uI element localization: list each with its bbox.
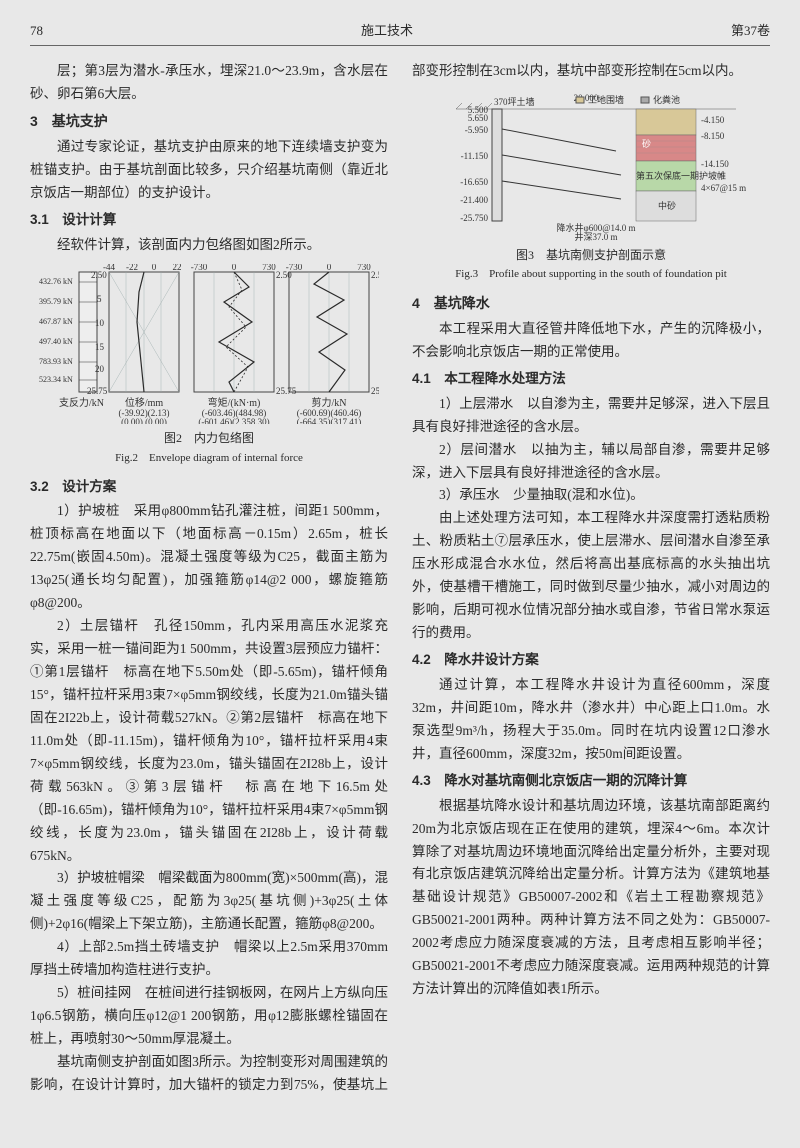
svg-text:2.50: 2.50 [371,270,379,280]
support-profile: 20 000 370坪土墙 5.500 [436,91,746,241]
svg-text:-4.150: -4.150 [701,115,725,125]
svg-text:10: 10 [95,318,105,328]
svg-text:-11.150: -11.150 [461,151,489,161]
svg-text:支反力/kN: 支反力/kN [59,396,104,409]
figure-2-caption-en: Fig.2 Envelope diagram of internal force [30,449,388,468]
list-item: 5）桩间挂网 在桩间进行挂钢板网，在网片上方纵向压1φ6.5钢筋，横向压φ12@… [30,982,388,1051]
svg-text:-22: -22 [126,264,138,272]
paragraph: 经软件计算，该剖面内力包络图如图2所示。 [30,234,388,257]
svg-text:(-664.35)(317.41): (-664.35)(317.41) [297,417,362,424]
svg-text:(-601.46)(2 358.30): (-601.46)(2 358.30) [198,417,269,424]
page-number: 78 [30,20,43,42]
svg-text:工地围墙: 工地围墙 [588,94,624,105]
subsection-heading: 4.1 本工程降水处理方法 [412,368,770,391]
paragraph: 通过专家论证，基坑支护由原来的地下连续墙支护变为桩锚支护。由于基坑剖面比较多，只… [30,136,388,205]
body-columns: 层；第3层为潜水-承压水，埋深21.0～23.9m，含水层在砂、卵石第6大层。 … [30,60,770,1100]
figure-2-caption-cn: 图2 内力包络图 [30,428,388,448]
svg-text:-21.400: -21.400 [460,195,488,205]
figure-3: 20 000 370坪土墙 5.500 [412,91,770,284]
svg-text:4×67@15 m: 4×67@15 m [701,183,746,193]
subsection-heading: 4.2 降水井设计方案 [412,649,770,672]
subsection-heading: 3.2 设计方案 [30,476,388,499]
journal-title: 施工技术 [361,20,413,42]
svg-text:22: 22 [173,264,182,272]
page-header: 78 施工技术 第37卷 [30,20,770,46]
svg-text:467.87 kN: 467.87 kN [39,317,73,326]
svg-text:25.75: 25.75 [276,386,297,396]
figure-3-caption-cn: 图3 基坑南侧支护剖面示意 [412,245,770,265]
svg-text:-730: -730 [286,264,303,272]
figure-3-caption-en: Fig.3 Profile about supporting in the so… [412,265,770,284]
svg-text:432.76 kN: 432.76 kN [39,277,73,286]
svg-text:0: 0 [152,264,157,272]
svg-text:783.93 kN: 783.93 kN [39,357,73,366]
list-item: 3）承压水 少量抽取(混和水位)。 [412,484,770,507]
svg-text:化粪池: 化粪池 [653,94,680,105]
svg-text:-730: -730 [191,264,208,272]
paragraph: 由上述处理方法可知，本工程降水井深度需打透粘质粉土、粉质粘土⑦层承压水，使上层滞… [412,507,770,645]
svg-text:-5.950: -5.950 [465,125,489,135]
svg-text:第五次保底一期护坡帷: 第五次保底一期护坡帷 [636,170,726,181]
svg-text:-8.150: -8.150 [701,131,725,141]
svg-text:25.75: 25.75 [87,386,108,396]
paragraph: 根据基坑降水设计和基坑周边环境，该基坑南部距离约20m为北京饭店现在正在使用的建… [412,795,770,1001]
svg-text:-16.650: -16.650 [460,177,488,187]
svg-text:井深37.0 m: 井深37.0 m [574,231,617,241]
svg-text:497.40 kN: 497.40 kN [39,337,73,346]
paragraph: 本工程采用大直径管井降低地下水，产生的沉降极小，不会影响北京饭店一期的正常使用。 [412,318,770,364]
section-heading: 4 基坑降水 [412,292,770,316]
list-item: 2）土层锚杆 孔径150mm，孔内采用高压水泥浆充实，采用一桩一锚间距为1 50… [30,615,388,867]
svg-text:5.650: 5.650 [468,113,489,123]
list-item: 3）护坡桩帽梁 帽梁截面为800mm(宽)×500mm(高)，混凝土强度等级C2… [30,867,388,936]
list-item: 4）上部2.5m挡土砖墙支护 帽梁以上2.5m采用370mm厚挡土砖墙加构造柱进… [30,936,388,982]
envelope-diagram: 432.76 kN 395.79 kN 467.87 kN 497.40 kN … [39,264,379,424]
svg-text:15: 15 [95,342,105,352]
subsection-heading: 3.1 设计计算 [30,209,388,232]
list-item: 1）上层滞水 以自渗为主，需要井足够深，进入下层且具有良好排泄途径的含水层。 [412,393,770,439]
svg-text:523.34 kN: 523.34 kN [39,375,73,384]
svg-text:20: 20 [95,364,105,374]
paragraph: 层；第3层为潜水-承压水，埋深21.0～23.9m，含水层在砂、卵石第6大层。 [30,60,388,106]
svg-text:0: 0 [327,264,332,272]
svg-text:中砂: 中砂 [658,200,676,211]
svg-text:0: 0 [232,264,237,272]
list-item: 1）护坡桩 采用φ800mm钻孔灌注桩，间距1 500mm，桩顶标高在地面以下（… [30,500,388,615]
svg-text:730: 730 [262,264,276,272]
svg-text:25.75: 25.75 [371,386,379,396]
volume-number: 第37卷 [731,20,770,42]
svg-text:370坪土墙: 370坪土墙 [494,96,535,107]
svg-text:-25.750: -25.750 [460,213,488,223]
svg-text:砂: 砂 [642,138,651,149]
svg-text:395.79 kN: 395.79 kN [39,297,73,306]
svg-text:2.50: 2.50 [91,270,107,280]
list-item: 2）层间潜水 以抽为主，辅以局部自渗，需要井足够深，进入下层具有良好排泄途径的含… [412,439,770,485]
svg-text:(0.00) (0.00): (0.00) (0.00) [121,417,167,424]
svg-text:730: 730 [357,264,371,272]
subsection-heading: 4.3 降水对基坑南侧北京饭店一期的沉降计算 [412,770,770,793]
section-heading: 3 基坑支护 [30,110,388,134]
svg-text:5: 5 [97,294,102,304]
paragraph: 通过计算，本工程降水井设计为直径600mm，深度32m，井间距10m，降水井（渗… [412,674,770,766]
svg-text:-14.150: -14.150 [701,159,729,169]
figure-2: 432.76 kN 395.79 kN 467.87 kN 497.40 kN … [30,264,388,467]
